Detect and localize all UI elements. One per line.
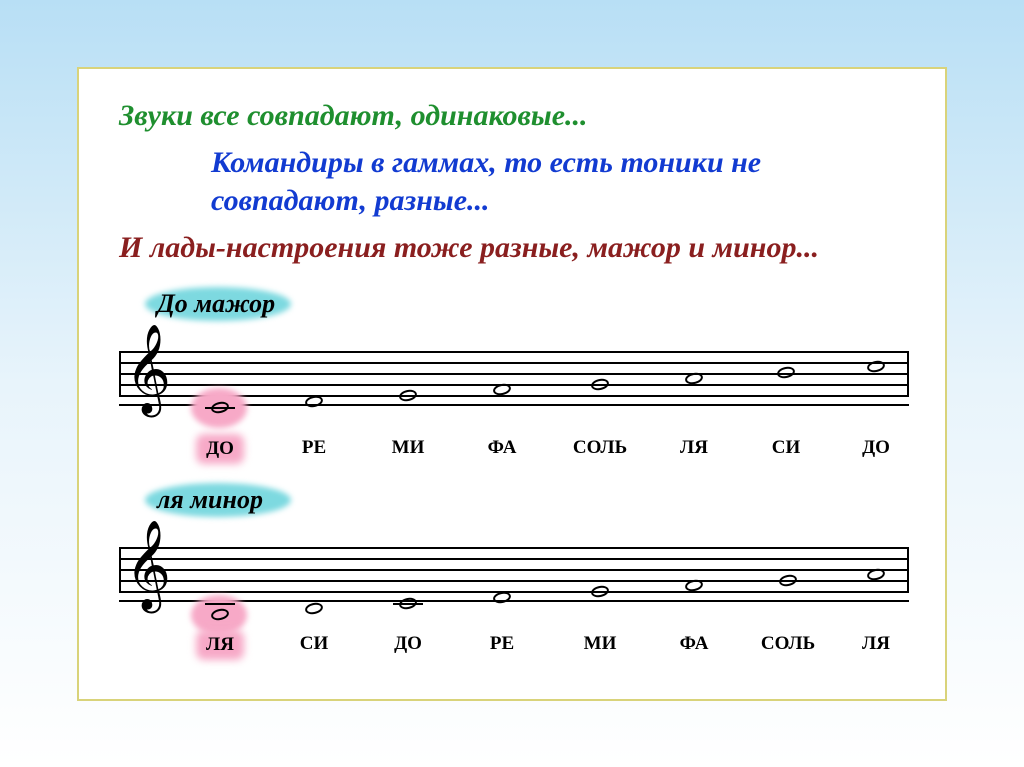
scale-title: До мажор — [119, 289, 905, 319]
note-label: МИ — [584, 633, 617, 655]
barline-left — [119, 351, 121, 397]
note-label: СОЛЬ — [573, 437, 627, 459]
barline-left — [119, 547, 121, 593]
staff: 𝄞 — [119, 323, 909, 433]
scale-block: До мажор 𝄞 ДО РЕ МИ ФА СОЛЬ ЛЯ СИ ДО — [119, 289, 905, 463]
note-label: СИ — [772, 437, 801, 459]
note-labels-row: ЛЯ СИ ДО РЕ МИ ФА СОЛЬ ЛЯ — [119, 633, 909, 659]
note-label: ФА — [680, 633, 709, 655]
staff: 𝄞 — [119, 519, 909, 629]
heading-line-2: Командиры в гаммах, то есть тоники не со… — [119, 144, 905, 219]
whole-note — [304, 601, 324, 616]
note-label: РЕ — [302, 437, 326, 459]
scale-title: ля минор — [119, 485, 905, 515]
treble-clef-icon: 𝄞 — [125, 330, 171, 408]
note-label: ДО — [200, 437, 240, 461]
ledger-line — [205, 603, 235, 605]
scales-container: До мажор 𝄞 ДО РЕ МИ ФА СОЛЬ ЛЯ СИ ДО ля минор 𝄞 ЛЯ СИ… — [119, 289, 905, 659]
content-card: Звуки все совпадают, одинаковые... Коман… — [77, 67, 947, 701]
note-label: СОЛЬ — [761, 633, 815, 655]
note-label: МИ — [392, 437, 425, 459]
note-label: РЕ — [490, 633, 514, 655]
heading-line-3: И лады-настроения тоже разные, мажор и м… — [119, 229, 905, 267]
barline-right — [907, 547, 909, 593]
note-label: СИ — [300, 633, 329, 655]
note-label: ДО — [394, 633, 422, 655]
scale-block: ля минор 𝄞 ЛЯ СИ ДО РЕ МИ ФА СОЛЬ ЛЯ — [119, 485, 905, 659]
treble-clef-icon: 𝄞 — [125, 526, 171, 604]
note-label: ДО — [862, 437, 890, 459]
note-labels-row: ДО РЕ МИ ФА СОЛЬ ЛЯ СИ ДО — [119, 437, 909, 463]
heading-line-1: Звуки все совпадают, одинаковые... — [119, 97, 905, 135]
note-label: ЛЯ — [862, 633, 890, 655]
barline-right — [907, 351, 909, 397]
note-label: ЛЯ — [200, 633, 240, 657]
note-label: ФА — [488, 437, 517, 459]
note-label: ЛЯ — [680, 437, 708, 459]
